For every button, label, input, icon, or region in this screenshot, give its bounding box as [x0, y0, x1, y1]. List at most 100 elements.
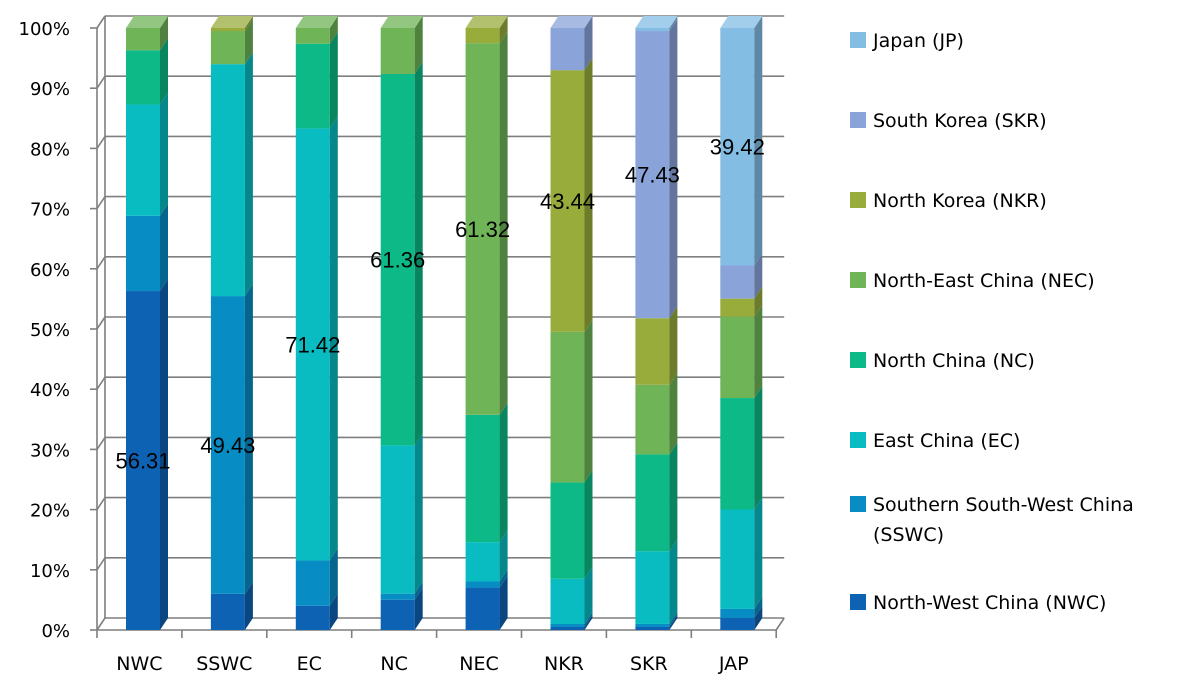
y-tick-label: 30% [30, 440, 70, 461]
y-tick-label: 60% [30, 260, 70, 281]
legend-item: North-East China (NEC) [850, 270, 1095, 292]
bar-segment-side [244, 284, 253, 594]
bar-segment-front [550, 623, 585, 627]
bar-segment-side [584, 611, 593, 627]
y-tick-label: 20% [30, 501, 70, 522]
bar-segment-side [329, 31, 338, 129]
bar-segment-side [414, 587, 423, 630]
bar-segment-front [126, 104, 160, 216]
bar-segment-front [720, 298, 755, 317]
bar-segment-side [160, 16, 168, 51]
bar-segment-side [499, 31, 508, 415]
bar-segment-side [329, 16, 338, 44]
x-tick-label: NEC [459, 653, 498, 675]
bar-segment-front [635, 31, 670, 319]
bar-segment-side [329, 116, 338, 561]
legend-item: East China (EC) [850, 430, 1020, 452]
data-label: 47.43 [625, 163, 680, 188]
bar-segment-side [669, 19, 678, 319]
data-label: 43.44 [540, 189, 595, 214]
y-axis-tick-labels: 0% 10% 20% 30% 40% 50% 60% 70% 80% 90% 100% [19, 19, 70, 642]
bar-segment-side [414, 16, 423, 75]
bar-segment-front [465, 414, 500, 543]
bar-segment-side [584, 566, 593, 624]
legend-label: North-West China (NWC) [873, 592, 1106, 614]
bar-segment-side [244, 19, 253, 65]
bar-segment-front [295, 128, 330, 561]
y-tick-label: 80% [30, 139, 70, 160]
bar-segment-side [754, 286, 763, 317]
legend-item: North China (NC) [850, 350, 1035, 372]
legend-label: Japan (JP) [872, 30, 964, 52]
legend: Japan (JP) South Korea (SKR) North Korea (… [850, 30, 1134, 614]
bar-segment-side [414, 581, 423, 600]
bar-segment-front [720, 608, 755, 618]
legend-item: North-West China (NWC) [850, 592, 1106, 614]
x-tick-label: NKR [544, 653, 584, 675]
bar-segment-front [635, 551, 670, 624]
bar-segment-side [160, 38, 168, 105]
x-axis-depth-line [775, 617, 785, 631]
x-tick-label: NC [380, 653, 407, 675]
bar-segment-front [635, 318, 670, 385]
gridline-depth [96, 617, 106, 631]
bar-segment-side [499, 569, 508, 588]
legend-label: East China (EC) [873, 430, 1020, 452]
bar-segment-side [754, 253, 763, 299]
bar-segment-side [669, 442, 678, 552]
gridline-depth [96, 196, 106, 210]
bar-segment-side [414, 62, 423, 446]
bar-segment-side [499, 16, 508, 44]
bar-segment-side [329, 593, 338, 630]
y-tick-label: 50% [30, 320, 70, 341]
bar-top-cap [295, 16, 338, 28]
bar-segment-front [635, 626, 670, 630]
bar-segment-side [244, 52, 253, 297]
bar-segment-side [499, 575, 508, 630]
bar-segment-side [414, 433, 423, 594]
gridline-depth [96, 497, 106, 511]
bar-segment-front [720, 617, 755, 630]
bar-segment-side [754, 16, 763, 266]
legend-item: North Korea (NKR) [850, 190, 1047, 212]
legend-swatch [850, 272, 866, 288]
x-tick-label: JAP [718, 653, 749, 675]
bar-segment-side [669, 306, 678, 385]
bar-segment-front [380, 599, 415, 630]
data-label: 39.42 [710, 135, 765, 160]
bar-segment-front [295, 28, 330, 44]
bar-segment-side [160, 203, 168, 292]
bar-segment-front [550, 70, 585, 332]
bar-segment-front [295, 605, 330, 630]
bar-segment-front [635, 623, 670, 627]
bar-segment-side [584, 16, 593, 71]
bar-segment-front [720, 28, 755, 266]
x-tick-label: EC [297, 653, 322, 675]
bar-top-cap [550, 16, 593, 28]
bar-segment-front [380, 445, 415, 594]
legend-swatch [850, 32, 866, 48]
bar-stack-nec [465, 16, 508, 630]
bar-segment-side [329, 548, 338, 606]
legend-label-continued: (SSWC) [873, 524, 944, 546]
bar-segment-side [584, 470, 593, 579]
bar-segment-front [210, 31, 245, 65]
bar-segment-side [584, 614, 593, 630]
bar-segment-side [160, 279, 168, 630]
bar-segment-side [499, 402, 508, 543]
bar-segment-side [244, 16, 253, 32]
bar-segment-front [550, 626, 585, 630]
bar-stack-nc [380, 16, 423, 630]
x-tick-label: SSWC [196, 653, 252, 675]
data-label: 61.32 [455, 217, 510, 242]
bar-segment-front [295, 43, 330, 129]
bar-segment-side [160, 92, 168, 216]
y-tick-label: 90% [30, 79, 70, 100]
bar-segment-front [126, 291, 160, 630]
bar-top-cap [380, 16, 423, 28]
x-axis-tick-labels: NWC SSWC EC NC NEC NKR SKR JAP [116, 653, 748, 675]
legend-label: South Korea (SKR) [873, 110, 1047, 132]
legend-item: Southern South-West China (SSWC) [850, 494, 1134, 546]
bar-segment-side [669, 16, 678, 32]
